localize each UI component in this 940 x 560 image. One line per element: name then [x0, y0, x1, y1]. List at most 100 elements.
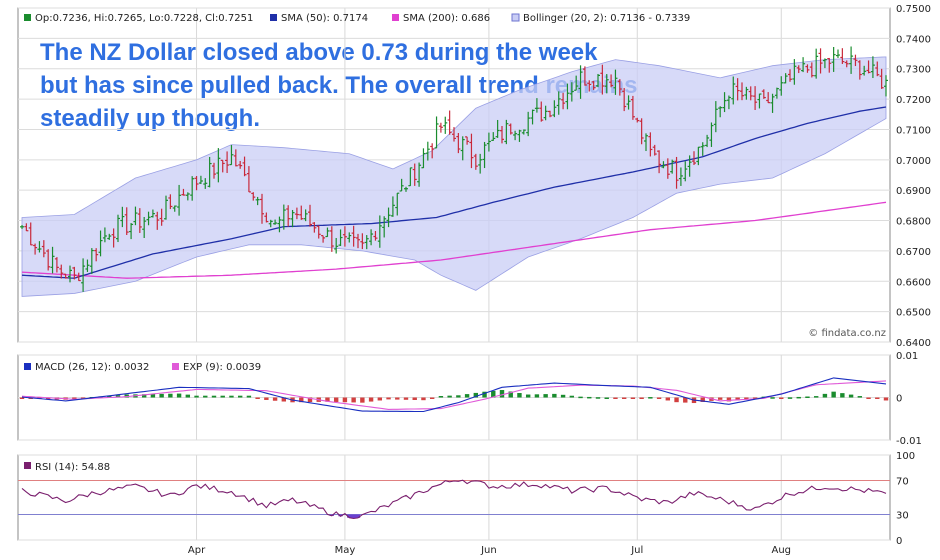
ohlc-bar [395, 192, 400, 216]
macd-line [21, 377, 887, 413]
ohlc-bar [456, 132, 461, 154]
macd-histogram-bar [744, 397, 749, 400]
macd-histogram-bar [499, 390, 505, 398]
x-tick-label: May [335, 545, 356, 556]
ohlc-bar [94, 248, 99, 262]
ohlc-bar [465, 136, 470, 145]
macd-histogram-bar [517, 393, 522, 398]
ohlc-bar [543, 105, 548, 121]
ohlc-bar [438, 122, 443, 133]
ohlc-bar [740, 82, 744, 101]
sma50-line [21, 106, 887, 279]
exp-signal-line [21, 380, 887, 410]
ohlc-bar [286, 205, 291, 227]
ohlc-bar [469, 133, 474, 169]
macd-histogram-bar [848, 394, 854, 398]
ohlc-bar [85, 259, 90, 272]
price-y-tick-label: 0.6700 [896, 247, 931, 258]
ohlc-bar [517, 129, 522, 142]
ohlc-bar [137, 208, 142, 233]
ohlc-bar [452, 127, 456, 142]
rsi-y-tick-label: 30 [896, 511, 909, 522]
ohlc-bar [24, 223, 29, 232]
ohlc-bar [216, 148, 221, 183]
ohlc-bar [264, 212, 269, 223]
sma-lines [21, 106, 887, 279]
macd-histogram-bar [421, 397, 426, 401]
ohlc-bar [753, 86, 758, 110]
ohlc-bar [556, 91, 561, 115]
macd-histogram-bar [779, 397, 784, 399]
ohlc-bar [102, 227, 107, 243]
ohlc-bar [225, 151, 230, 174]
price-legend-text: Op:0.7236, Hi:0.7265, Lo:0.7228, Cl:0.72… [35, 13, 253, 24]
price-y-tick-label: 0.7500 [896, 4, 931, 15]
ohlc-bar [578, 65, 583, 99]
ohlc-bar [46, 249, 51, 271]
ohlc-bar [788, 69, 792, 82]
ohlc-bar [382, 216, 387, 238]
ohlc-bar [657, 150, 662, 174]
ohlc-bar [709, 122, 714, 147]
ohlc-bar [705, 134, 710, 148]
macd-histogram-bar [831, 391, 836, 398]
macd-histogram-bar [482, 391, 487, 398]
macd-histogram-bar [159, 393, 164, 398]
ohlc-bar [626, 95, 631, 110]
ohlc-bar [495, 119, 500, 138]
macd-histogram-bar [307, 397, 313, 403]
macd-histogram-bar [185, 394, 191, 398]
ohlc-bar [792, 59, 797, 85]
ohlc-bar [386, 207, 391, 228]
ohlc-bar [818, 48, 823, 74]
exp-legend-swatch [172, 363, 179, 370]
macd-histogram-bar [796, 396, 801, 399]
ohlc-bar [809, 62, 814, 78]
macd-histogram-bar [220, 395, 225, 398]
ohlc-bar [412, 163, 417, 186]
ohlc-bar [635, 117, 640, 123]
ohlc-bar [260, 193, 264, 224]
ohlc-bar [796, 65, 801, 74]
rsi-y-tick-label: 100 [896, 451, 915, 462]
macd-histogram-bar [368, 397, 374, 402]
ohlc-bar [853, 54, 858, 67]
ohlc-bar [539, 101, 544, 122]
ohlc-bar [203, 178, 208, 189]
macd-histogram-bar [813, 396, 819, 398]
ohlc-bar [866, 60, 871, 74]
macd-histogram-bar [229, 395, 234, 398]
ohlc-bar [609, 74, 614, 88]
ohlc-bar [421, 148, 426, 169]
macd-histogram-bar [255, 397, 260, 399]
ohlc-bar [68, 265, 72, 283]
ohlc-bar [229, 145, 234, 166]
rsi-y-tick-label: 0 [896, 536, 902, 547]
ohlc-bar [735, 78, 740, 101]
rsi-panel-frame [17, 454, 891, 541]
ohlc-bar [726, 95, 731, 110]
ohlc-bar [81, 258, 86, 292]
ohlc-bar [316, 225, 321, 239]
ohlc-bar [251, 192, 256, 201]
ohlc-bar [857, 60, 862, 80]
ohlc-bar [76, 272, 81, 282]
macd-histogram-bar [805, 396, 810, 399]
macd-histogram-bar [412, 397, 417, 400]
ohlc-bar [722, 92, 727, 113]
price-y-tick-label: 0.7300 [896, 65, 931, 76]
ohlc-bar [146, 211, 151, 226]
price-y-tick-label: 0.7200 [896, 95, 931, 106]
macd-histogram-bar [595, 397, 601, 399]
macd-histogram-bar [726, 397, 732, 402]
macd-legend-text: MACD (26, 12): 0.0032 [35, 362, 149, 373]
ohlc-bar [329, 226, 334, 252]
ohlc-bar [718, 106, 723, 118]
sma200-legend-swatch [392, 14, 399, 21]
ohlc-bar [356, 233, 360, 249]
ohlc-bar [604, 74, 609, 94]
macd-legend: MACD (26, 12): 0.0032 EXP (9): 0.0039 [24, 362, 261, 373]
ohlc-bar [369, 229, 374, 246]
ohlc-bar [120, 206, 125, 228]
